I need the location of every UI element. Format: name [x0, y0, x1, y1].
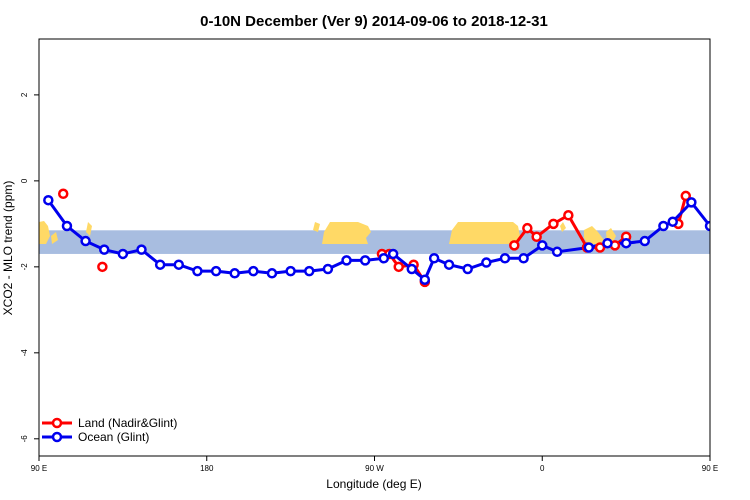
legend: Land (Nadir&Glint)Ocean (Glint) — [42, 416, 177, 444]
x-axis-label: Longitude (deg E) — [326, 477, 421, 491]
series-1-point — [378, 252, 390, 264]
series-1-point — [248, 265, 259, 277]
series-1-point — [602, 237, 613, 249]
series-1-point — [537, 240, 548, 251]
series-0-point — [548, 218, 559, 230]
series-1-point — [136, 244, 147, 255]
land-shape — [39, 221, 50, 244]
series-0-point — [531, 231, 542, 243]
series-1-point — [98, 244, 110, 255]
x-tick-label: 90 E — [31, 464, 47, 473]
land-shape — [313, 222, 320, 232]
series-1-point — [658, 220, 669, 232]
series-1-point — [173, 259, 185, 270]
series-1-point — [419, 274, 431, 285]
series-0-point — [723, 190, 731, 198]
series-0-point — [680, 190, 692, 202]
series-1-point — [117, 248, 129, 260]
series-1-point — [443, 259, 455, 270]
x-tick-label: 90 E — [702, 464, 718, 473]
series-1-point — [229, 268, 240, 279]
y-tick-label: 2 — [20, 92, 29, 97]
y-tick-label: -4 — [20, 349, 29, 357]
series-1-point — [210, 265, 222, 277]
x-tick-label: 90 W — [365, 464, 384, 473]
chart-title: 0-10N December (Ver 9) 2014-09-06 to 201… — [200, 13, 548, 30]
land-shape — [322, 222, 371, 244]
x-tick-label: 0 — [540, 464, 545, 473]
series-1-point — [322, 263, 334, 275]
y-axis: 2 0 -2 -4 -6 — [20, 92, 39, 442]
land-shape — [449, 222, 520, 244]
y-tick-label: -2 — [20, 263, 29, 271]
series-1-point — [341, 255, 352, 266]
series-layer — [43, 188, 750, 288]
series-1-point — [743, 246, 750, 254]
series-1-point — [154, 259, 166, 270]
series-1-point — [481, 257, 492, 268]
series-0-point — [509, 240, 520, 251]
series-0-point — [57, 188, 69, 200]
series-1-point — [428, 252, 440, 264]
series-0-point — [563, 210, 574, 221]
series-1-point — [499, 252, 511, 264]
legend-label: Ocean (Glint) — [78, 430, 149, 444]
land-shape — [51, 232, 58, 244]
legend-marker — [51, 417, 63, 429]
series-1-point — [359, 255, 371, 266]
series-1-point — [686, 197, 697, 208]
series-0-point — [522, 222, 533, 234]
x-tick-label: 180 — [200, 464, 214, 473]
series-1-point — [704, 220, 710, 232]
series-1-point — [387, 248, 399, 260]
series-1-point — [583, 242, 595, 253]
series-1-point — [266, 268, 278, 279]
legend-label: Land (Nadir&Glint) — [78, 416, 177, 430]
series-1-point — [518, 252, 529, 264]
y-tick-label: 0 — [20, 178, 29, 183]
series-1-point — [285, 265, 296, 277]
series-1-point — [80, 235, 91, 247]
series-1-point — [192, 265, 203, 277]
series-1-point — [725, 237, 733, 245]
series-1-point — [462, 263, 473, 275]
land-shape — [584, 226, 604, 244]
series-1-point — [304, 265, 315, 277]
series-1-point — [620, 237, 632, 249]
series-1-point — [61, 220, 73, 232]
series-1-point — [667, 216, 678, 227]
series-1-point — [551, 246, 563, 258]
series-1-point — [43, 194, 54, 206]
series-0-point — [97, 261, 108, 273]
land-shape — [560, 222, 566, 232]
series-0-point — [594, 242, 606, 253]
y-tick-label: -6 — [20, 435, 29, 443]
series-1-point — [406, 263, 418, 275]
x-axis: 90 E 180 90 W 0 90 E — [31, 456, 718, 473]
y-axis-label: XCO2 - MLO trend (ppm) — [1, 181, 15, 316]
land-shapes — [39, 221, 628, 244]
series-0-point — [393, 261, 404, 273]
series-1-point — [639, 235, 651, 247]
legend-marker — [51, 431, 63, 443]
land-shape — [86, 222, 92, 236]
